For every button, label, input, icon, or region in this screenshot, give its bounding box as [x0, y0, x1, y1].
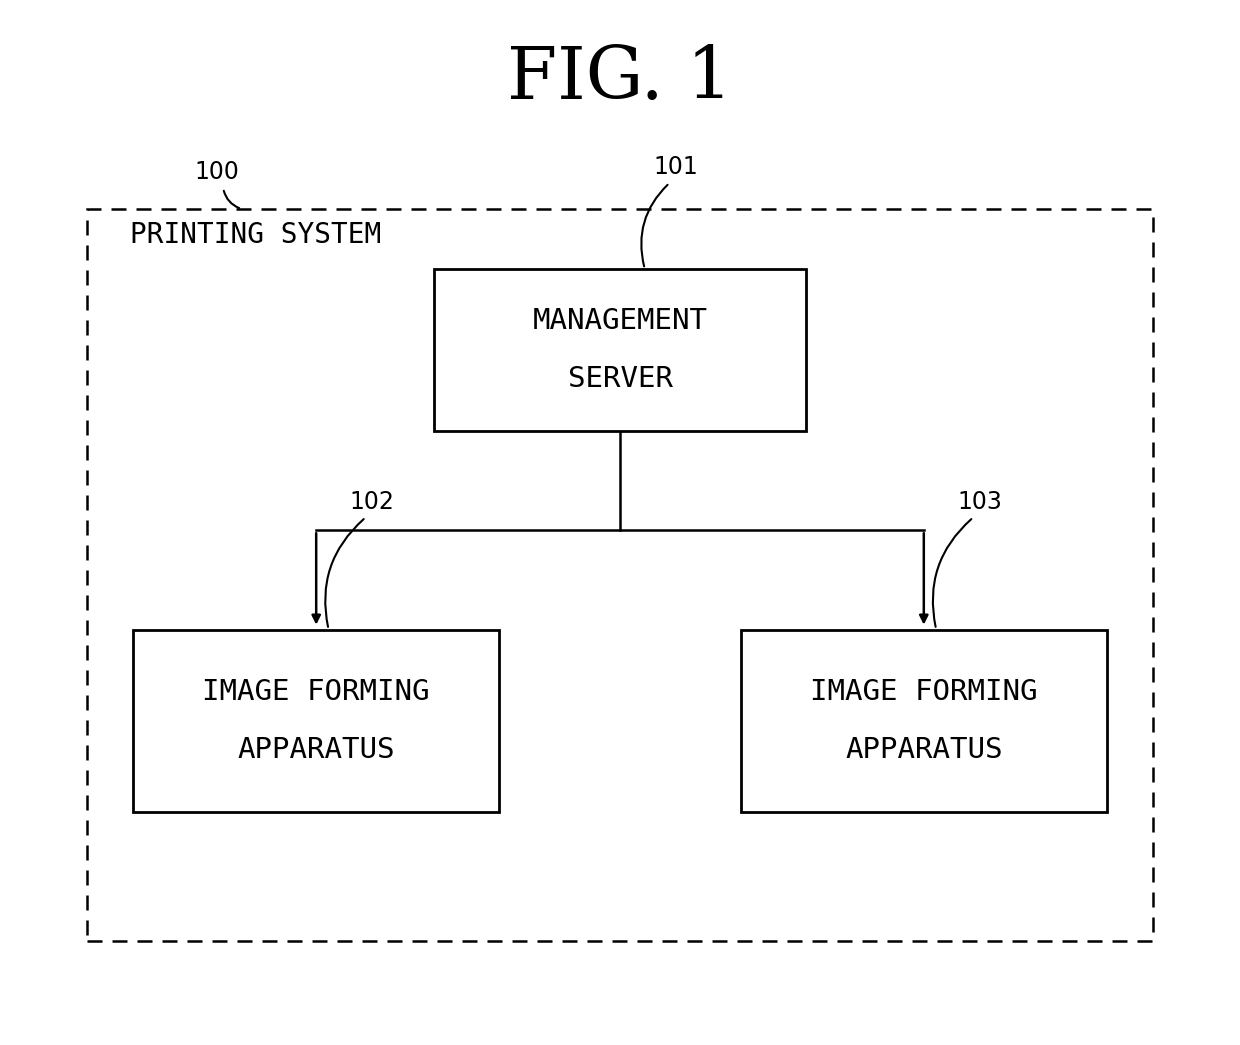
Bar [134, 629, 498, 813]
Text: APPARATUS: APPARATUS [237, 737, 396, 764]
Text: MANAGEMENT: MANAGEMENT [532, 307, 708, 334]
Text: APPARATUS: APPARATUS [844, 737, 1003, 764]
Text: 102: 102 [350, 490, 394, 513]
Text: IMAGE FORMING: IMAGE FORMING [202, 678, 430, 705]
Text: PRINTING SYSTEM: PRINTING SYSTEM [130, 222, 382, 249]
Text: IMAGE FORMING: IMAGE FORMING [810, 678, 1038, 705]
Text: 101: 101 [653, 156, 698, 179]
Text: SERVER: SERVER [568, 366, 672, 393]
Bar [87, 209, 1153, 940]
Text: FIG. 1: FIG. 1 [507, 43, 733, 114]
Text: 103: 103 [957, 490, 1002, 513]
Bar [434, 269, 806, 431]
Bar [742, 629, 1107, 813]
Text: 100: 100 [195, 161, 239, 184]
